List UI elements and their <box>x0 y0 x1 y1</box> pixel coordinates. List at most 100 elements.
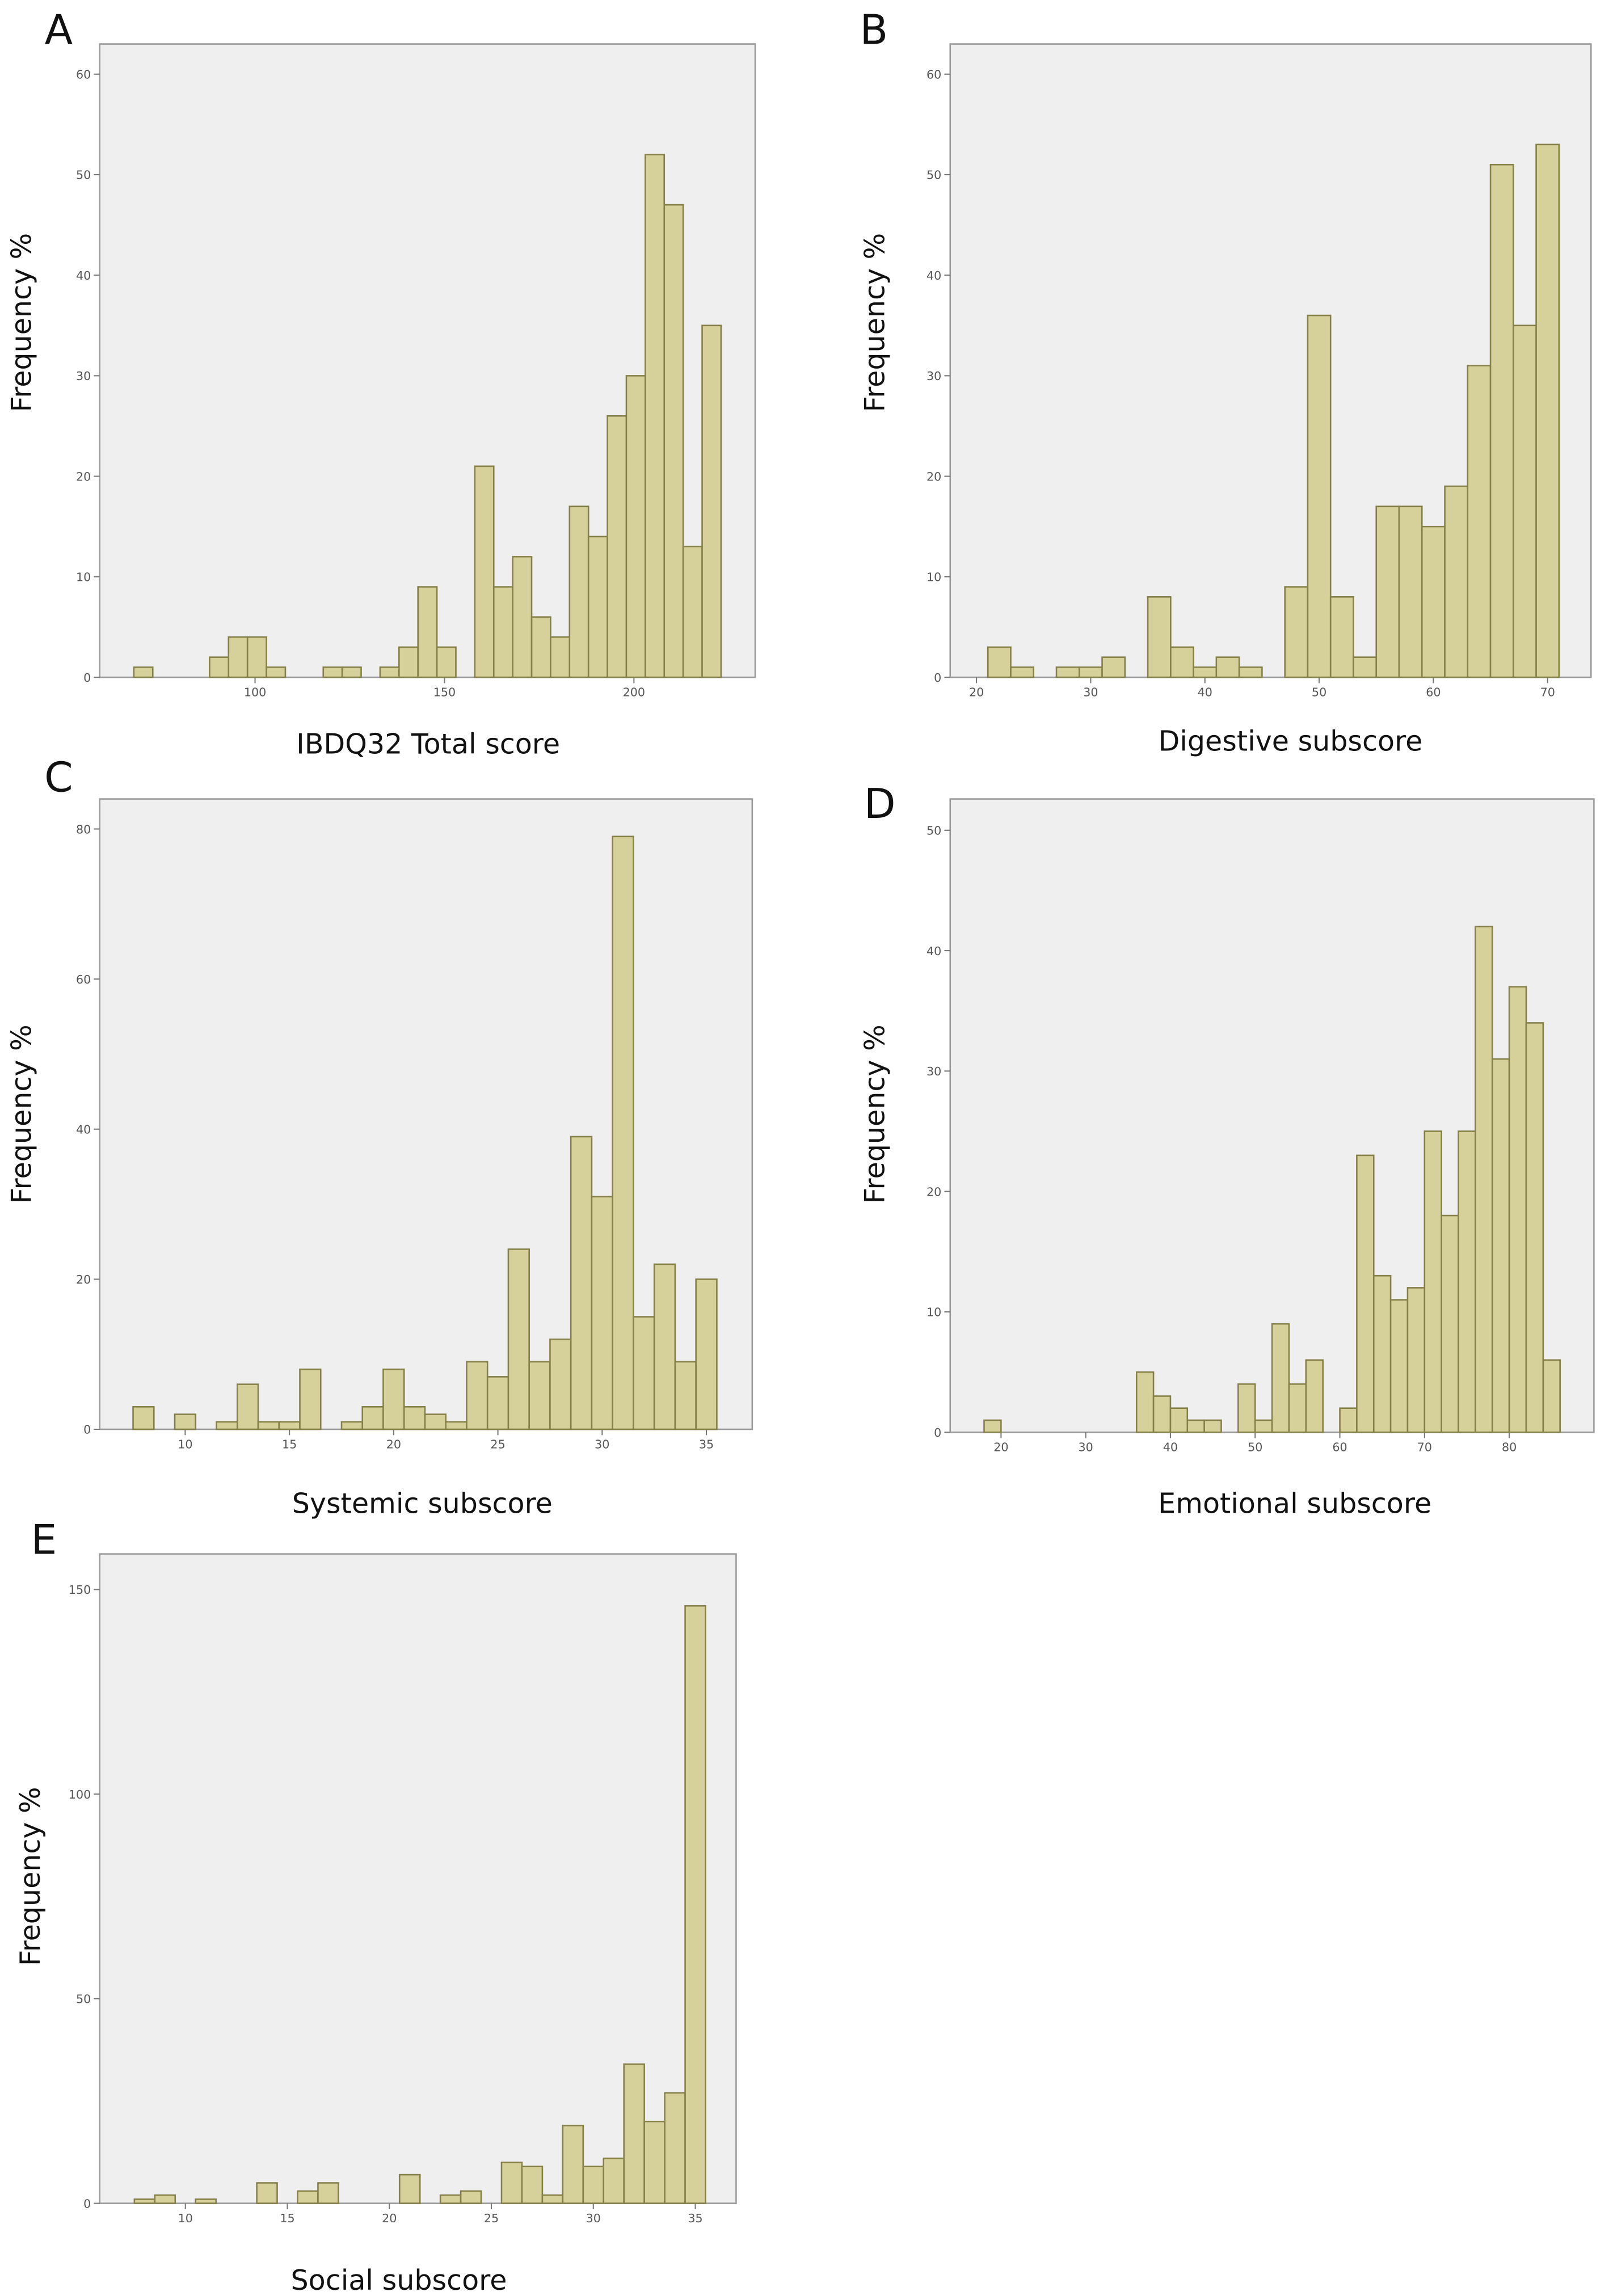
x-tick-label: 20 <box>993 1441 1008 1454</box>
bar <box>398 2173 421 2204</box>
x-tick-label: 30 <box>1079 1441 1093 1454</box>
bar <box>530 616 551 678</box>
bar <box>297 2190 319 2204</box>
bar <box>1421 525 1446 678</box>
bar <box>1444 486 1469 678</box>
bar <box>1441 1214 1459 1433</box>
bar <box>603 2157 625 2204</box>
bar <box>1169 1407 1189 1433</box>
bar <box>1356 1154 1375 1433</box>
bar <box>1307 314 1332 678</box>
bar <box>695 1278 718 1430</box>
bar <box>512 556 533 678</box>
y-tick-label: 10 <box>926 571 941 584</box>
bar <box>1406 1287 1426 1433</box>
bar <box>633 1316 655 1430</box>
x-tick-label: 200 <box>623 686 645 699</box>
bar <box>361 1406 384 1430</box>
y-tick-label: 30 <box>926 1065 941 1078</box>
bar <box>154 2194 176 2204</box>
y-tick-label: 100 <box>69 1788 91 1801</box>
y-tick-label: 40 <box>926 269 941 282</box>
bar <box>500 2162 523 2204</box>
x-tick-label: 30 <box>595 1438 609 1451</box>
panel-label: C <box>44 754 73 802</box>
x-tick-label: 35 <box>688 2211 702 2225</box>
bar <box>486 1376 509 1430</box>
bar <box>1135 1371 1155 1433</box>
y-tick-label: 10 <box>76 571 91 584</box>
bar <box>701 324 722 678</box>
bar <box>1339 1407 1358 1433</box>
bar <box>1254 1419 1273 1433</box>
bar <box>341 666 362 678</box>
bar <box>1475 926 1493 1433</box>
y-tick-label: 40 <box>76 1123 91 1137</box>
x-tick-label: 20 <box>382 2211 397 2225</box>
y-tick-label: 40 <box>76 269 91 282</box>
x-tick-label: 40 <box>1198 686 1212 699</box>
bar <box>474 465 495 678</box>
bar <box>246 636 267 678</box>
bar <box>439 2194 462 2204</box>
bar <box>1353 656 1378 678</box>
bar <box>398 646 419 678</box>
x-tick-label: 70 <box>1540 686 1555 699</box>
y-tick-label: 50 <box>926 824 941 838</box>
bar <box>382 1368 405 1430</box>
bar <box>424 1413 447 1430</box>
x-tick-label: 35 <box>699 1438 714 1451</box>
bar <box>1542 1359 1561 1433</box>
x-tick-label: 50 <box>1312 686 1326 699</box>
bar <box>209 656 230 678</box>
x-tick-label: 15 <box>280 2211 294 2225</box>
x-tick-label: 70 <box>1417 1441 1432 1454</box>
x-tick-label: 15 <box>282 1438 297 1451</box>
bar <box>1055 666 1080 678</box>
y-axis-title: Frequency % <box>5 1024 37 1204</box>
bar <box>216 1421 238 1430</box>
bar <box>1010 666 1035 678</box>
bar <box>1424 1130 1442 1433</box>
bar <box>340 1421 364 1430</box>
bar <box>1525 1022 1544 1433</box>
bar <box>445 1421 468 1430</box>
x-tick-label: 10 <box>178 2211 193 2225</box>
bar <box>1389 1299 1409 1433</box>
x-axis-title: Emotional subscore <box>1158 1487 1431 1520</box>
y-tick-label: 0 <box>934 671 941 685</box>
x-tick-label: 20 <box>969 686 984 699</box>
bar <box>1238 666 1263 678</box>
y-tick-label: 60 <box>76 973 91 986</box>
bar <box>195 2198 217 2204</box>
bar <box>664 2092 686 2204</box>
panel-label: D <box>864 780 896 828</box>
bar <box>133 666 154 678</box>
bar <box>228 636 249 678</box>
y-tick-label: 0 <box>83 1423 91 1437</box>
bar <box>653 1263 676 1430</box>
y-tick-label: 0 <box>83 671 91 685</box>
bar <box>643 2121 666 2204</box>
x-axis-title: Social subscore <box>291 2264 507 2296</box>
x-tick-label: 25 <box>484 2211 499 2225</box>
bar <box>257 1421 280 1430</box>
bar <box>1147 596 1172 678</box>
x-tick-label: 50 <box>1248 1441 1262 1454</box>
y-tick-label: 0 <box>83 2197 91 2210</box>
y-tick-label: 50 <box>76 1993 91 2006</box>
bar <box>1513 324 1537 678</box>
bar <box>1329 596 1354 678</box>
x-tick-label: 20 <box>386 1438 401 1451</box>
y-tick-label: 60 <box>926 68 941 82</box>
y-tick-label: 40 <box>926 944 941 958</box>
bar <box>562 2125 584 2204</box>
bar <box>317 2182 339 2204</box>
bar <box>625 375 646 678</box>
bar <box>607 415 627 678</box>
x-tick-label: 40 <box>1163 1441 1178 1454</box>
bar <box>587 535 608 678</box>
bar <box>582 2166 605 2204</box>
bar <box>1288 1383 1307 1433</box>
